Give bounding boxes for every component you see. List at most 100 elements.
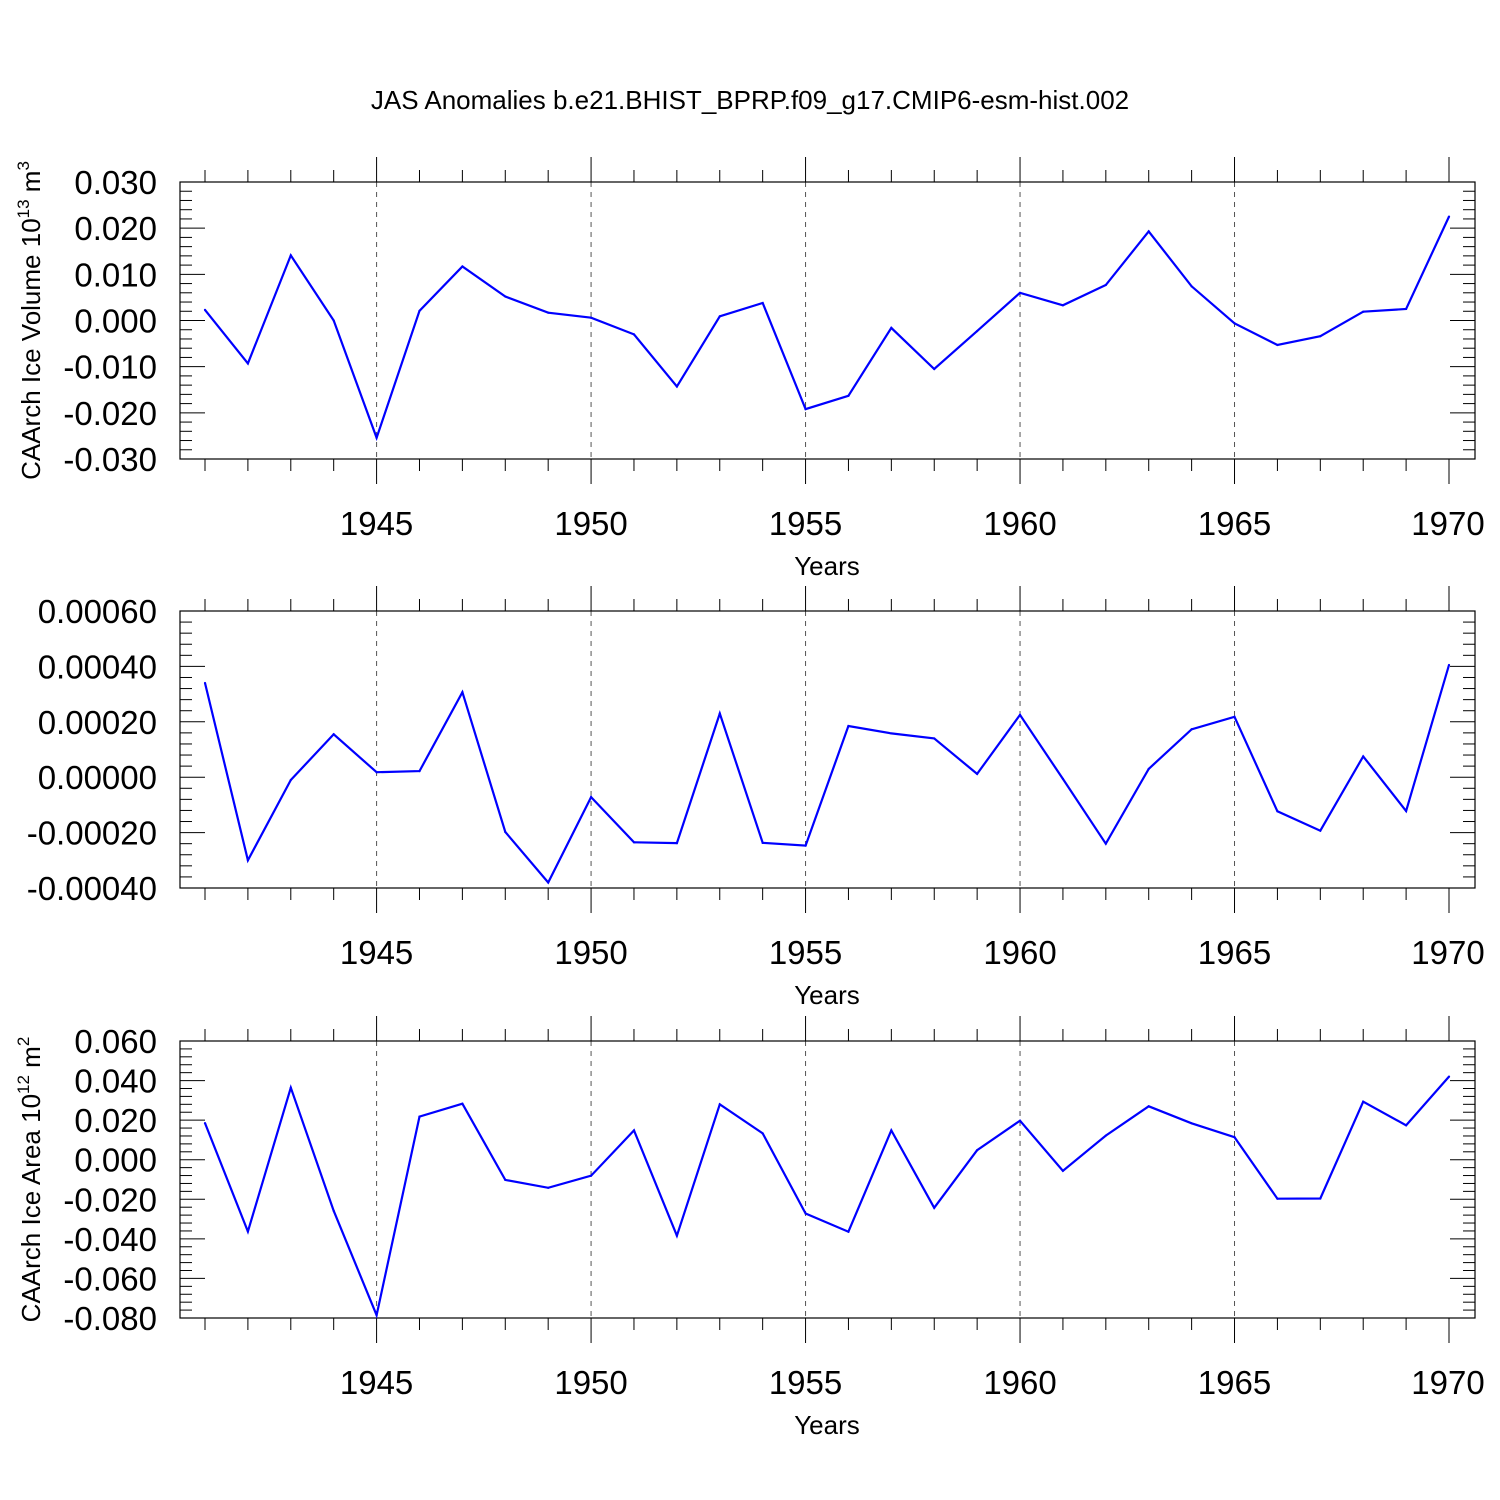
data-point [1147, 767, 1150, 770]
data-point [547, 881, 550, 884]
y-tick-label: 0.010 [74, 256, 157, 293]
x-tick-label: 1950 [554, 934, 627, 971]
y-tick-label: -0.040 [63, 1221, 157, 1258]
data-point [504, 830, 507, 834]
data-point [761, 301, 764, 305]
data-point [1405, 809, 1408, 813]
data-point [1018, 291, 1022, 294]
plot-frame [179, 610, 1476, 889]
x-tick-label: 1950 [554, 505, 627, 542]
data-point [332, 733, 335, 736]
data-point [804, 1212, 807, 1215]
data-point [418, 1115, 421, 1118]
plot-frame [179, 1040, 1476, 1319]
data-point [375, 771, 378, 774]
data-point [847, 1230, 850, 1233]
x-axis-label: Years [794, 551, 860, 581]
y-tick-label: 0.00000 [38, 759, 157, 796]
data-point [632, 333, 636, 336]
data-point [632, 1129, 636, 1132]
data-point [461, 265, 464, 268]
x-tick-label: 1970 [1411, 934, 1484, 971]
data-point [718, 1103, 721, 1106]
data-point [418, 309, 421, 312]
x-tick-label: 1955 [769, 1364, 842, 1401]
data-point [589, 1174, 593, 1177]
data-point [418, 770, 421, 773]
data-point [1319, 829, 1322, 832]
data-point [976, 330, 979, 333]
data-point [675, 1234, 678, 1237]
x-tick-label: 1945 [340, 505, 413, 542]
y-axis-label: CAArch Ice Area 1012 m2 [14, 1037, 46, 1323]
data-point [847, 724, 850, 728]
series-line [203, 1075, 1450, 1319]
data-point [1319, 335, 1322, 338]
x-tick-label: 1965 [1198, 934, 1271, 971]
data-point [976, 772, 979, 775]
data-point [1319, 1197, 1322, 1200]
data-point [589, 796, 593, 799]
series-line [203, 664, 1451, 885]
x-axis-label: Years [794, 980, 860, 1010]
data-point [718, 315, 721, 318]
data-point [1233, 322, 1236, 325]
data-point [1147, 230, 1150, 233]
y-tick-label: -0.00040 [27, 870, 157, 907]
y-tick-label: 0.020 [74, 1102, 157, 1139]
data-point [1190, 728, 1193, 731]
data-point [289, 1086, 292, 1089]
x-tick-label: 1960 [983, 1364, 1056, 1401]
data-point [1061, 777, 1065, 780]
data-point [761, 841, 764, 844]
data-point [203, 1122, 207, 1125]
data-point [547, 311, 550, 314]
x-tick-label: 1965 [1198, 505, 1271, 542]
data-point [890, 1129, 893, 1132]
x-tick-label: 1960 [983, 505, 1056, 542]
x-tick-label: 1945 [340, 934, 413, 971]
data-point [461, 1102, 464, 1105]
chart-panel-3: -0.080-0.060-0.040-0.0200.0000.0200.0400… [14, 1016, 1485, 1440]
x-tick-label: 1955 [769, 934, 842, 971]
data-point [375, 436, 378, 439]
y-tick-label: -0.080 [63, 1300, 157, 1337]
y-tick-label: -0.010 [63, 349, 157, 386]
data-point [890, 326, 893, 329]
chart-panel-1: -0.030 -0.020 -0.010 0.000 0.010 0.020 0.030 19… [14, 157, 1485, 581]
y-tick-label: 0.00040 [38, 648, 157, 685]
x-axis-label: Years [794, 1410, 860, 1440]
data-point [246, 859, 249, 862]
data-point [1233, 1136, 1236, 1139]
x-tick-label: 1945 [340, 1364, 413, 1401]
data-point [589, 316, 593, 319]
data-point [1447, 1075, 1451, 1078]
series-line [204, 216, 1450, 442]
y-tick-label: -0.030 [63, 441, 157, 478]
data-point [1405, 307, 1408, 311]
data-point [1061, 1169, 1065, 1172]
data-point [504, 1178, 507, 1181]
y-tick-label: 0.060 [74, 1023, 157, 1060]
data-point [718, 712, 721, 715]
data-point [246, 362, 249, 365]
y-tick-label: -0.020 [63, 1181, 157, 1218]
data-point [675, 842, 678, 845]
chart-title: JAS Anomalies b.e21.BHIST_BPRP.f09_g17.C… [371, 85, 1129, 115]
data-point [203, 681, 207, 685]
y-tick-label: 0.00060 [38, 593, 157, 630]
data-point [1362, 310, 1365, 313]
x-tick-label: 1955 [769, 505, 842, 542]
y-tick-label: -0.020 [63, 395, 157, 432]
data-point [933, 1206, 936, 1209]
data-point [504, 295, 507, 298]
data-point [632, 841, 636, 844]
data-point [246, 1230, 249, 1233]
y-tick-label: -0.060 [63, 1260, 157, 1297]
data-point [1447, 215, 1451, 218]
plot-frame [179, 181, 1476, 460]
data-point [804, 408, 807, 411]
data-point [1061, 304, 1065, 307]
data-point [1104, 842, 1107, 845]
data-point [761, 1132, 764, 1135]
